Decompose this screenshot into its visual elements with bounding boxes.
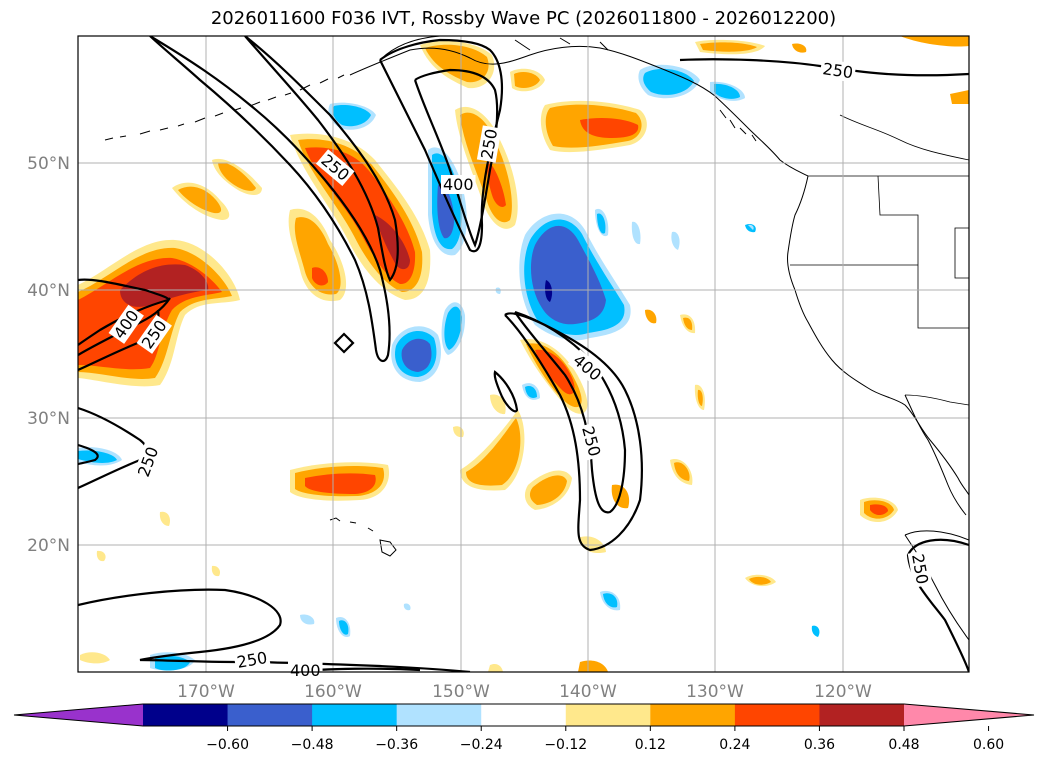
colorbar-extend-low (14, 704, 143, 726)
colorbar-bin (143, 704, 229, 726)
colorbar-extend-high (904, 704, 1034, 726)
contour-label: 400 (290, 661, 321, 680)
contour-label-bg (577, 422, 605, 461)
lon-label: 170°W (177, 682, 235, 702)
contour-label-bg (136, 314, 172, 354)
colorbar-tick-label: −0.36 (375, 737, 418, 753)
colorbar-tick-label: 0.24 (719, 737, 750, 753)
colorbar-tick-label: −0.48 (291, 737, 334, 753)
lat-label: 40°N (27, 281, 70, 301)
lon-label: 130°W (686, 682, 744, 702)
colorbar-tick-label: −0.12 (544, 737, 587, 753)
colorbar-tick-label: −0.24 (460, 737, 503, 753)
colorbar-bin (650, 704, 736, 726)
contour-label-bg (441, 175, 476, 194)
colorbar-bin (312, 704, 398, 726)
contour-label-bg (133, 442, 163, 482)
contour-label-bg (819, 58, 857, 83)
colorbar-tick-label: 0.48 (888, 737, 919, 753)
colorbar-tick-label: 0.12 (635, 737, 666, 753)
latitude-labels: 50°N 40°N 30°N 20°N (27, 154, 70, 556)
colorbar-bin (396, 704, 482, 726)
contour-label-bg (108, 304, 144, 344)
colorbar-tick-label: 0.60 (973, 737, 1004, 753)
lon-label: 120°W (814, 682, 872, 702)
contour-label-bg (567, 349, 607, 386)
longitude-labels: 170°W 160°W 150°W 140°W 130°W 120°W (177, 682, 872, 702)
colorbar-bin (565, 704, 651, 726)
colorbar-tick-label: 0.36 (804, 737, 835, 753)
contour-label-bg (476, 125, 502, 163)
contour-label: 250 (821, 59, 854, 82)
colorbar: −0.60 −0.48 −0.36 −0.24 −0.12 0.12 0.24 0.36 0.4… (13, 703, 1035, 753)
colorbar-bin (819, 704, 905, 726)
gridlines (78, 36, 969, 672)
lat-label: 50°N (27, 154, 70, 174)
colorbar-bin (481, 704, 567, 726)
contour-label-bg (907, 550, 933, 588)
colorbar-bin (734, 704, 820, 726)
map-frame (77, 35, 970, 673)
lon-label: 160°W (304, 682, 362, 702)
contour-label-bg (315, 149, 355, 186)
shaded-negative-regions (78, 64, 820, 671)
map-area (78, 36, 969, 672)
map-title: 2026011600 F036 IVT, Rossby Wave PC (202… (210, 8, 837, 29)
contour-label: 400 (443, 175, 474, 194)
shaded-positive-regions (78, 36, 969, 672)
lat-label: 20°N (27, 536, 70, 556)
contour-label-bg (288, 661, 323, 680)
ivt-contours (78, 36, 969, 672)
colorbar-tick-label: −0.60 (206, 737, 249, 753)
lat-label: 30°N (27, 409, 70, 429)
lon-label: 140°W (559, 682, 617, 702)
colorbar-bin (227, 704, 313, 726)
colorbar-outline (13, 703, 1035, 727)
contour-label-bg (233, 647, 271, 673)
borders (790, 114, 969, 406)
lon-label: 150°W (432, 682, 490, 702)
